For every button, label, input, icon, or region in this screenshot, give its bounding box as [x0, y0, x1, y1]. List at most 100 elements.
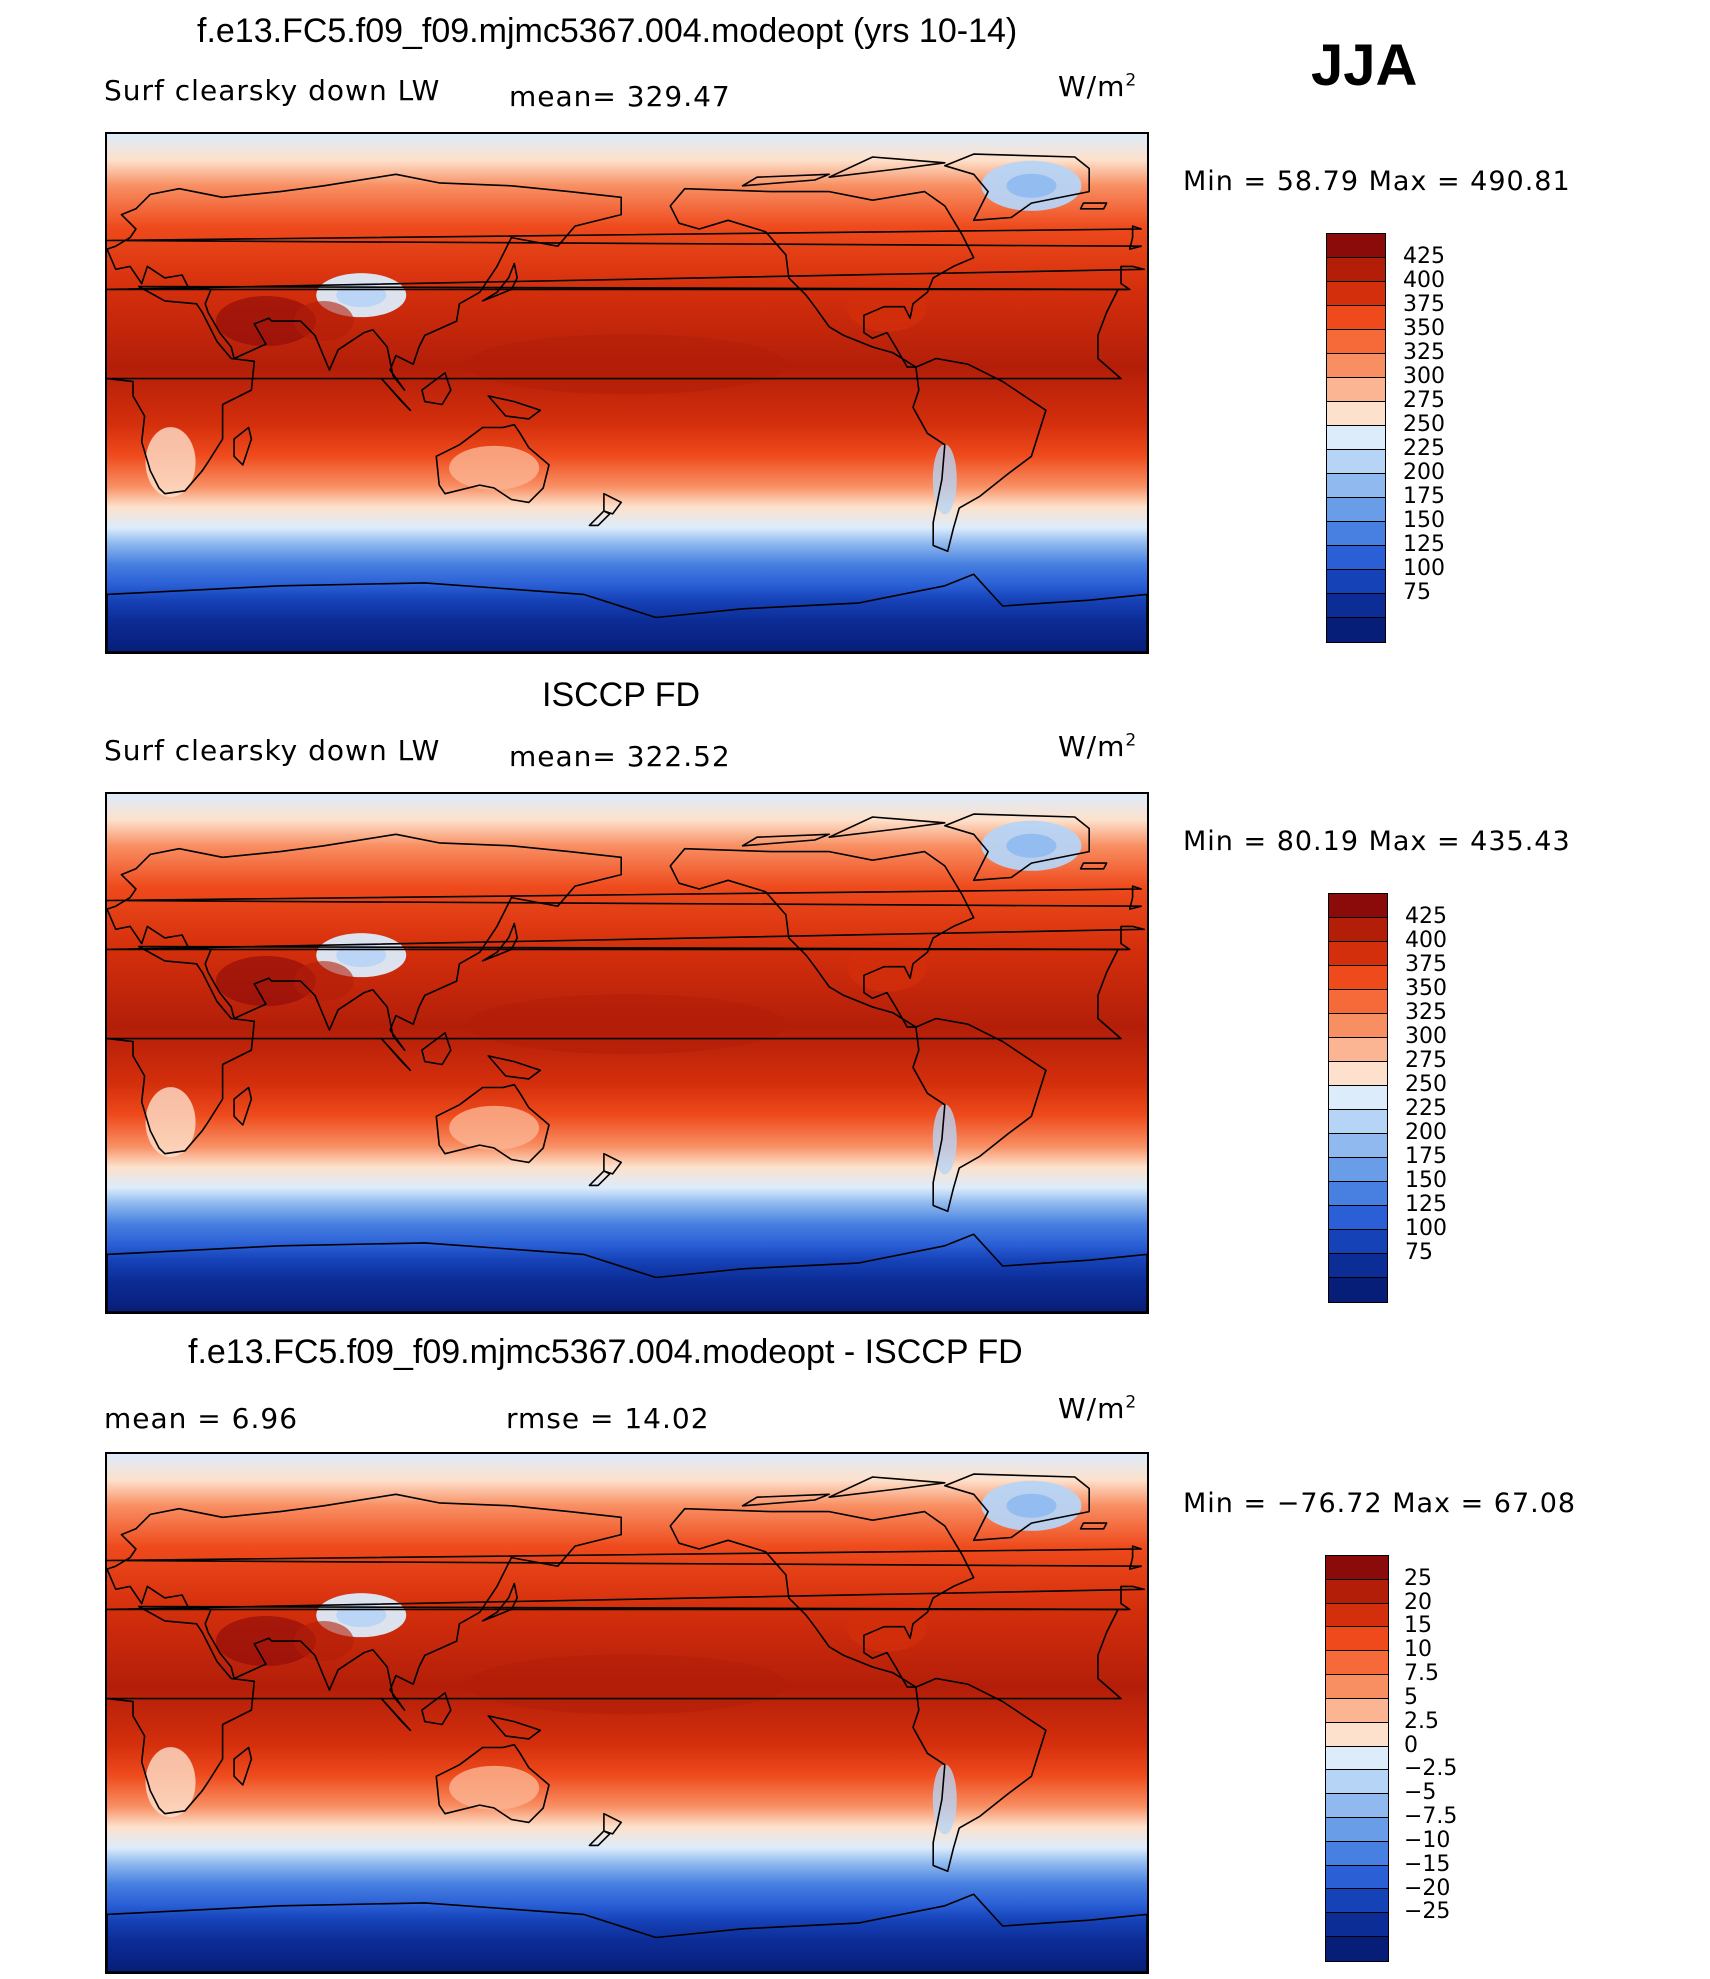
colorbar-swatch	[1326, 1627, 1388, 1652]
colorbar-tick-label: 300	[1403, 364, 1445, 389]
colorbar-tick-label: 425	[1405, 904, 1447, 929]
colorbar-tick-label: 300	[1405, 1024, 1447, 1049]
colorbar-tick-label: 275	[1405, 1048, 1447, 1073]
season-label: JJA	[1311, 33, 1418, 98]
colorbar-tick-label: −20	[1404, 1875, 1451, 1901]
colorbar-swatch	[1326, 1698, 1388, 1723]
colorbar-tick-label: 125	[1403, 532, 1445, 557]
colorbar-swatch	[1327, 330, 1385, 354]
panel-2-minmax: Min = 80.19 Max = 435.43	[1183, 826, 1571, 857]
colorbar-swatch	[1327, 522, 1385, 546]
colorbar-swatch	[1329, 918, 1387, 942]
colorbar-swatch	[1327, 498, 1385, 522]
colorbar-tick-label: 225	[1403, 436, 1445, 461]
panel-2-map	[105, 792, 1149, 1314]
panel-1-map	[105, 132, 1149, 654]
colorbar-swatch	[1326, 1913, 1388, 1937]
colorbar-tick-label: 250	[1403, 412, 1445, 437]
colorbar-swatch	[1329, 1062, 1387, 1086]
colorbar-tick-label: 15	[1404, 1613, 1432, 1639]
colorbar-tick-label: 350	[1405, 976, 1447, 1001]
panel-3-rmse-label: rmse = 14.02	[506, 1402, 710, 1435]
colorbar-swatch	[1326, 1817, 1388, 1842]
colorbar-tick-label: 400	[1403, 268, 1445, 293]
colorbar-swatch	[1327, 570, 1385, 594]
colorbar-swatch	[1326, 1746, 1388, 1771]
colorbar-swatch	[1329, 1014, 1387, 1038]
colorbar-tick-label: 250	[1405, 1072, 1447, 1097]
colorbar-tick-label: 100	[1405, 1216, 1447, 1241]
panel-1-colorbar	[1326, 233, 1386, 643]
colorbar-tick-label: 5	[1404, 1684, 1418, 1710]
panel-3-map	[105, 1452, 1149, 1974]
colorbar-tick-label: 2.5	[1404, 1708, 1439, 1734]
panel-1-mean-label: mean= 329.47	[509, 80, 731, 113]
colorbar-swatch	[1327, 426, 1385, 450]
colorbar-tick-label: −7.5	[1404, 1804, 1458, 1830]
colorbar-tick-label: 100	[1403, 556, 1445, 581]
colorbar-swatch	[1326, 1722, 1388, 1747]
colorbar-swatch	[1329, 894, 1387, 918]
panel-3-mean-label: mean = 6.96	[104, 1402, 299, 1435]
colorbar-tick-label: −15	[1404, 1851, 1451, 1877]
colorbar-tick-label: 175	[1403, 484, 1445, 509]
colorbar-tick-label: 0	[1404, 1732, 1418, 1758]
colorbar-tick-label: 325	[1403, 340, 1445, 365]
colorbar-tick-label: −2.5	[1404, 1756, 1458, 1782]
colorbar-tick-label: 200	[1403, 460, 1445, 485]
colorbar-swatch	[1327, 354, 1385, 378]
colorbar-swatch	[1327, 594, 1385, 618]
panel-2-units: W/m2	[1058, 730, 1138, 763]
colorbar-swatch	[1329, 1278, 1387, 1302]
colorbar-swatch	[1327, 402, 1385, 426]
colorbar-swatch	[1329, 1038, 1387, 1062]
panel-1-minmax: Min = 58.79 Max = 490.81	[1183, 166, 1571, 197]
colorbar-swatch	[1329, 1182, 1387, 1206]
colorbar-tick-label: 375	[1405, 952, 1447, 977]
colorbar-tick-label: 25	[1404, 1565, 1432, 1591]
colorbar-swatch	[1326, 1937, 1388, 1961]
colorbar-tick-label: 10	[1404, 1637, 1432, 1663]
colorbar-swatch	[1326, 1603, 1388, 1628]
colorbar-tick-label: 225	[1405, 1096, 1447, 1121]
colorbar-swatch	[1327, 474, 1385, 498]
colorbar-swatch	[1329, 1086, 1387, 1110]
panel-3-units: W/m2	[1058, 1392, 1138, 1425]
colorbar-swatch	[1329, 990, 1387, 1014]
colorbar-swatch	[1329, 1134, 1387, 1158]
colorbar-swatch	[1326, 1579, 1388, 1604]
colorbar-tick-label: 400	[1405, 928, 1447, 953]
colorbar-swatch	[1327, 282, 1385, 306]
panel-2-colorbar	[1328, 893, 1388, 1303]
colorbar-swatch	[1326, 1770, 1388, 1795]
colorbar-swatch	[1329, 1110, 1387, 1134]
panel-1-units: W/m2	[1058, 70, 1138, 103]
panel-1-title: f.e13.FC5.f09_f09.mjmc5367.004.modeopt (…	[197, 12, 1018, 50]
colorbar-swatch	[1329, 1206, 1387, 1230]
panel-3-title: f.e13.FC5.f09_f09.mjmc5367.004.modeopt -…	[188, 1333, 1023, 1371]
panel-2-title: ISCCP FD	[542, 676, 701, 714]
colorbar-swatch	[1327, 618, 1385, 642]
panel-2-mean-label: mean= 322.52	[509, 740, 731, 773]
panel-1-variable-label: Surf clearsky down LW	[104, 74, 441, 107]
colorbar-swatch	[1326, 1675, 1388, 1699]
colorbar-swatch	[1327, 306, 1385, 330]
colorbar-swatch	[1326, 1794, 1388, 1818]
panel-3-minmax: Min = −76.72 Max = 67.08	[1183, 1488, 1577, 1519]
panel-3-colorbar	[1325, 1555, 1389, 1962]
colorbar-tick-label: −10	[1404, 1827, 1451, 1853]
colorbar-swatch	[1327, 546, 1385, 570]
colorbar-swatch	[1327, 378, 1385, 402]
colorbar-swatch	[1329, 942, 1387, 966]
colorbar-swatch	[1327, 450, 1385, 474]
colorbar-swatch	[1329, 1158, 1387, 1182]
panel-2-variable-label: Surf clearsky down LW	[104, 734, 441, 767]
colorbar-swatch	[1329, 1254, 1387, 1278]
colorbar-tick-label: 150	[1405, 1168, 1447, 1193]
colorbar-swatch	[1329, 966, 1387, 990]
colorbar-tick-label: 125	[1405, 1192, 1447, 1217]
colorbar-tick-label: 350	[1403, 316, 1445, 341]
colorbar-swatch	[1326, 1889, 1388, 1914]
colorbar-tick-label: 150	[1403, 508, 1445, 533]
colorbar-tick-label: 20	[1404, 1589, 1432, 1615]
